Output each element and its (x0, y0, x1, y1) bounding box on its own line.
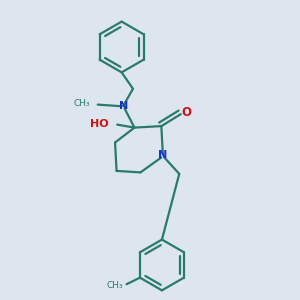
Text: CH₃: CH₃ (107, 281, 124, 290)
Text: N: N (158, 150, 167, 160)
Text: CH₃: CH₃ (74, 99, 90, 108)
Text: N: N (118, 101, 128, 111)
Text: HO: HO (91, 119, 109, 129)
Text: O: O (182, 106, 192, 119)
